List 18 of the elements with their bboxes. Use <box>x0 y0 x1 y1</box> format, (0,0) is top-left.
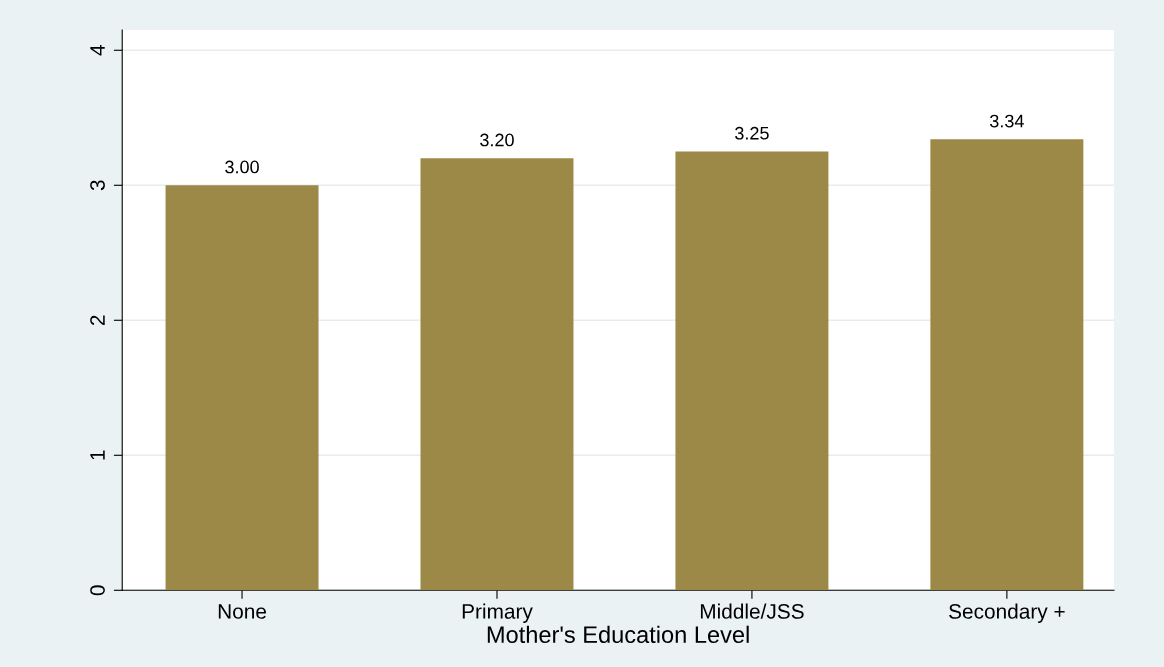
x-tick-label: Secondary + <box>949 603 1065 623</box>
data-label: 3.00 <box>225 160 259 174</box>
x-tick-label: Primary <box>462 603 533 623</box>
bar <box>165 185 319 591</box>
y-tick-label: 4 <box>90 45 105 56</box>
x-tick-label: None <box>218 604 267 619</box>
y-tick-label: 0 <box>90 585 105 596</box>
x-tick-label: Middle/JSS <box>700 603 804 619</box>
x-axis-title: Mother's Education Level <box>487 625 749 644</box>
data-label: 3.20 <box>480 133 514 147</box>
y-tick-label: 1 <box>90 450 105 460</box>
bar <box>675 151 829 591</box>
y-tick-label: 3 <box>90 180 105 191</box>
bar <box>930 139 1084 591</box>
data-label: 3.25 <box>735 126 769 140</box>
y-tick-label: 2 <box>90 315 105 326</box>
bar <box>420 158 574 591</box>
data-label: 3.34 <box>989 114 1024 128</box>
